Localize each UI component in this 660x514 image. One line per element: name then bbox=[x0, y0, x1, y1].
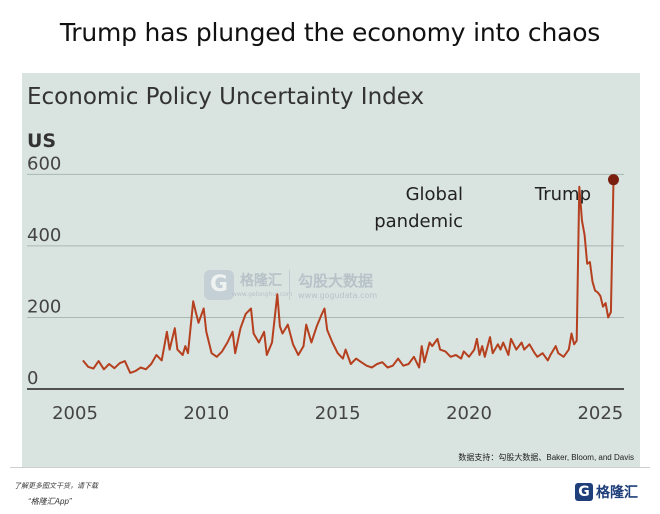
annotations: Global pandemic Trump bbox=[374, 184, 591, 232]
watermark-separator bbox=[289, 270, 290, 300]
series-group bbox=[82, 174, 619, 374]
y-tick-labels: 0 200 400 600 bbox=[27, 153, 61, 389]
watermark-url-2: www.gogudata.com bbox=[298, 291, 378, 300]
y-tick-label: 600 bbox=[27, 153, 61, 174]
brand-name: 格隆汇 bbox=[596, 485, 638, 501]
source-note: 数据支持：勾股大数据、Baker, Bloom, and Davis bbox=[458, 453, 634, 462]
chart-panel bbox=[22, 73, 640, 440]
watermark-url: www.gelonghui.com bbox=[232, 291, 293, 298]
annotation-label: Trump bbox=[534, 184, 591, 205]
footer-divider bbox=[10, 467, 650, 468]
brand-logo[interactable]: G 格隆汇 bbox=[575, 481, 638, 503]
source-bar bbox=[22, 440, 640, 467]
footer-note-2: “格隆汇App” bbox=[28, 497, 72, 506]
x-tick-labels: 2005 2010 2015 2020 2025 bbox=[52, 403, 623, 424]
watermark-name-2: 勾股大数据 bbox=[298, 272, 374, 290]
chart-title: Economic Policy Uncertainty Index bbox=[27, 84, 424, 110]
x-tick-label: 2015 bbox=[315, 403, 361, 424]
series-line bbox=[82, 179, 615, 374]
x-tick-label: 2025 bbox=[577, 403, 623, 424]
y-tick-label: 0 bbox=[27, 368, 38, 389]
x-tick-label: 2020 bbox=[446, 403, 492, 424]
latest-point-marker bbox=[607, 174, 619, 186]
watermark-logo-icon: G bbox=[204, 270, 234, 300]
watermark-name: 格隆汇 bbox=[240, 273, 282, 289]
brand-logo-icon: G bbox=[575, 483, 593, 501]
chart-subtitle: US bbox=[27, 130, 56, 152]
y-tick-label: 400 bbox=[27, 225, 61, 246]
annotation-label: pandemic bbox=[374, 211, 463, 232]
headline: Trump has plunged the economy into chaos bbox=[59, 18, 601, 47]
footer-note-1: 了解更多图文干货，请下载 bbox=[14, 483, 98, 490]
annotation-label: Global bbox=[406, 184, 463, 205]
x-tick-label: 2010 bbox=[183, 403, 229, 424]
x-tick-label: 2005 bbox=[52, 403, 98, 424]
y-tick-label: 200 bbox=[27, 296, 61, 317]
gridlines bbox=[27, 173, 624, 390]
